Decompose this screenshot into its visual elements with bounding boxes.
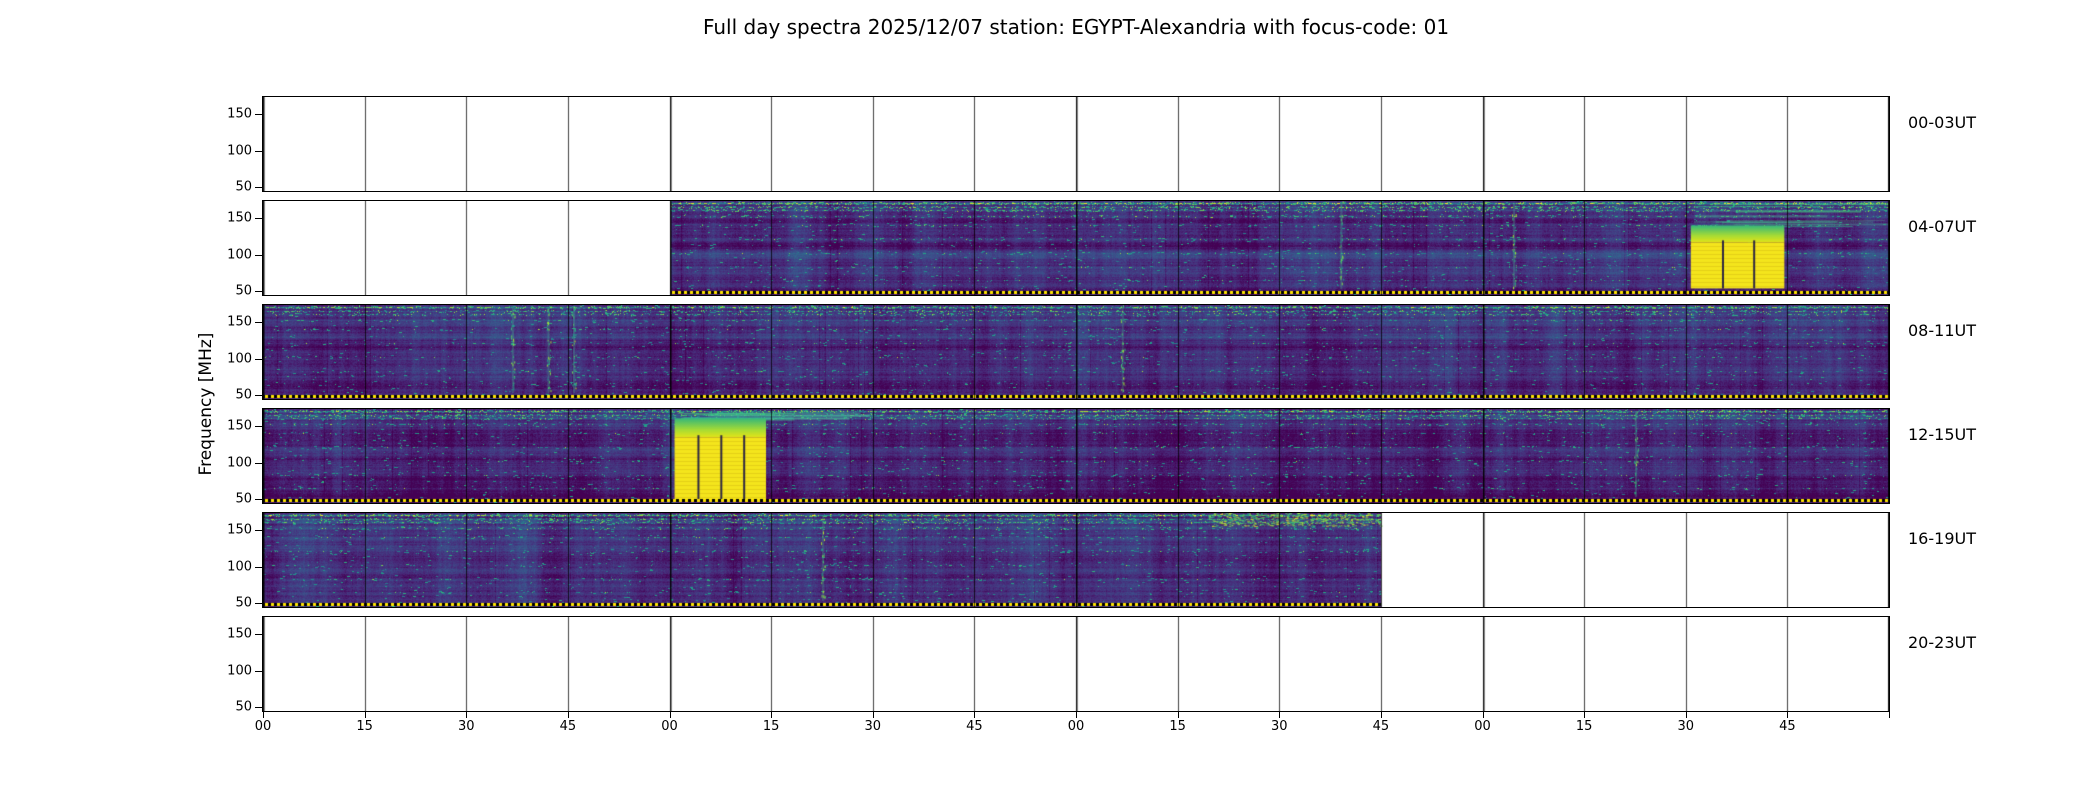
x-tick-label: 30	[864, 719, 882, 734]
x-tick-mark	[974, 711, 976, 718]
spectrogram-row: 16-19UT 150 100 50	[227, 512, 1976, 609]
spectrogram-canvas	[263, 409, 1889, 503]
row-time-label: 08-11UT	[1908, 321, 1976, 340]
spectrogram-canvas	[263, 201, 1889, 295]
x-tick-label: 45	[1779, 719, 1796, 734]
x-tick-mark	[263, 711, 264, 718]
y-tick-label: 150	[227, 522, 252, 538]
x-tick-mark	[1279, 711, 1281, 718]
x-tick-label: 00	[254, 719, 272, 734]
x-tick-mark	[1889, 711, 1890, 718]
y-tick-mark	[255, 186, 262, 188]
x-tick-label: 45	[966, 719, 983, 734]
y-tick-label: 150	[227, 314, 252, 330]
y-tick-label: 150	[227, 210, 252, 226]
y-tick-mark	[255, 634, 262, 636]
spectrogram-canvas	[263, 97, 1889, 191]
row-time-label: 04-07UT	[1908, 217, 1976, 236]
row-time-label: 16-19UT	[1908, 529, 1976, 548]
x-tick-label: 15	[1169, 719, 1186, 734]
x-tick-mark	[771, 711, 773, 718]
y-tick-mark	[255, 566, 262, 568]
y-tick-mark	[255, 150, 262, 152]
y-tick-label: 150	[227, 418, 252, 434]
y-tick-mark	[255, 394, 262, 396]
y-tick-label: 150	[227, 106, 252, 122]
spectrogram-canvas	[263, 305, 1889, 399]
y-tick-label: 50	[235, 387, 252, 403]
y-tick-mark	[255, 114, 262, 116]
spectrogram-row: 12-15UT 150 100 50	[227, 408, 1976, 505]
x-tick-label: 15	[1575, 719, 1593, 734]
y-tick-label: 150	[227, 626, 252, 642]
x-tick-label: 30	[457, 719, 475, 734]
x-tick-label: 45	[559, 719, 577, 734]
spectrogram-row: 00-03UT 150 100 50	[227, 96, 1976, 193]
row-time-label: 12-15UT	[1908, 425, 1976, 444]
x-tick-mark	[1177, 711, 1179, 718]
plot-title: Full day spectra 2025/12/07 station: EGY…	[702, 15, 1450, 39]
x-tick-label: 00	[1474, 719, 1491, 734]
x-tick-label: 30	[1270, 719, 1288, 734]
y-tick-mark	[255, 462, 262, 464]
x-tick-mark	[1076, 711, 1077, 718]
x-tick-mark	[1482, 711, 1484, 718]
spectrogram-row: 04-07UT 150 100 50	[227, 200, 1976, 297]
y-tick-label: 100	[227, 455, 252, 470]
y-tick-mark	[255, 498, 262, 500]
spectrogram-canvas	[263, 513, 1889, 607]
x-tick-mark	[872, 711, 874, 718]
x-tick-label: 00	[1067, 719, 1085, 734]
y-tick-mark	[255, 706, 262, 708]
y-tick-label: 50	[235, 595, 252, 611]
y-tick-label: 100	[227, 143, 252, 158]
y-tick-label: 50	[235, 491, 252, 507]
x-tick-label: 15	[356, 719, 373, 734]
y-tick-mark	[255, 218, 262, 220]
y-tick-label: 100	[227, 663, 252, 678]
row-time-label: 00-03UT	[1908, 113, 1976, 132]
x-tick-mark	[1685, 711, 1687, 718]
y-tick-label: 50	[235, 179, 252, 195]
y-tick-label: 100	[227, 247, 252, 262]
y-tick-mark	[255, 254, 262, 256]
frequency-axis-label: Frequency [MHz]	[196, 332, 216, 476]
x-tick-mark	[466, 711, 468, 718]
y-tick-mark	[255, 358, 262, 360]
spectrogram-row: 08-11UT 150 100 50	[227, 304, 1976, 401]
x-tick-label: 45	[1372, 719, 1390, 734]
y-tick-mark	[255, 290, 262, 292]
x-tick-label: 15	[762, 719, 780, 734]
x-tick-mark	[669, 711, 671, 718]
spectrogram-row: 20-23UT 150 100 50 00 15 30 45 00 15 30 45 00 15 30 45…	[227, 616, 1976, 733]
y-tick-label: 100	[227, 559, 252, 574]
y-tick-mark	[255, 602, 262, 604]
y-tick-label: 50	[235, 283, 252, 299]
plot-area: 00-03UT 150 100 50 04-07UT 150 100 50 08-11U…	[227, 96, 1976, 733]
x-tick-mark	[364, 711, 366, 718]
row-time-label: 20-23UT	[1908, 633, 1976, 652]
x-tick-mark	[567, 711, 569, 718]
y-tick-mark	[255, 426, 262, 428]
y-tick-label: 100	[227, 351, 252, 366]
y-tick-label: 50	[235, 699, 252, 715]
x-tick-mark	[1584, 711, 1586, 718]
y-tick-mark	[255, 670, 262, 672]
y-tick-mark	[255, 530, 262, 532]
x-tick-mark	[1380, 711, 1382, 718]
y-tick-mark	[255, 322, 262, 324]
x-tick-mark	[1787, 711, 1789, 718]
x-tick-label: 00	[661, 719, 678, 734]
spectrogram-canvas	[263, 617, 1889, 711]
x-tick-label: 30	[1677, 719, 1695, 734]
